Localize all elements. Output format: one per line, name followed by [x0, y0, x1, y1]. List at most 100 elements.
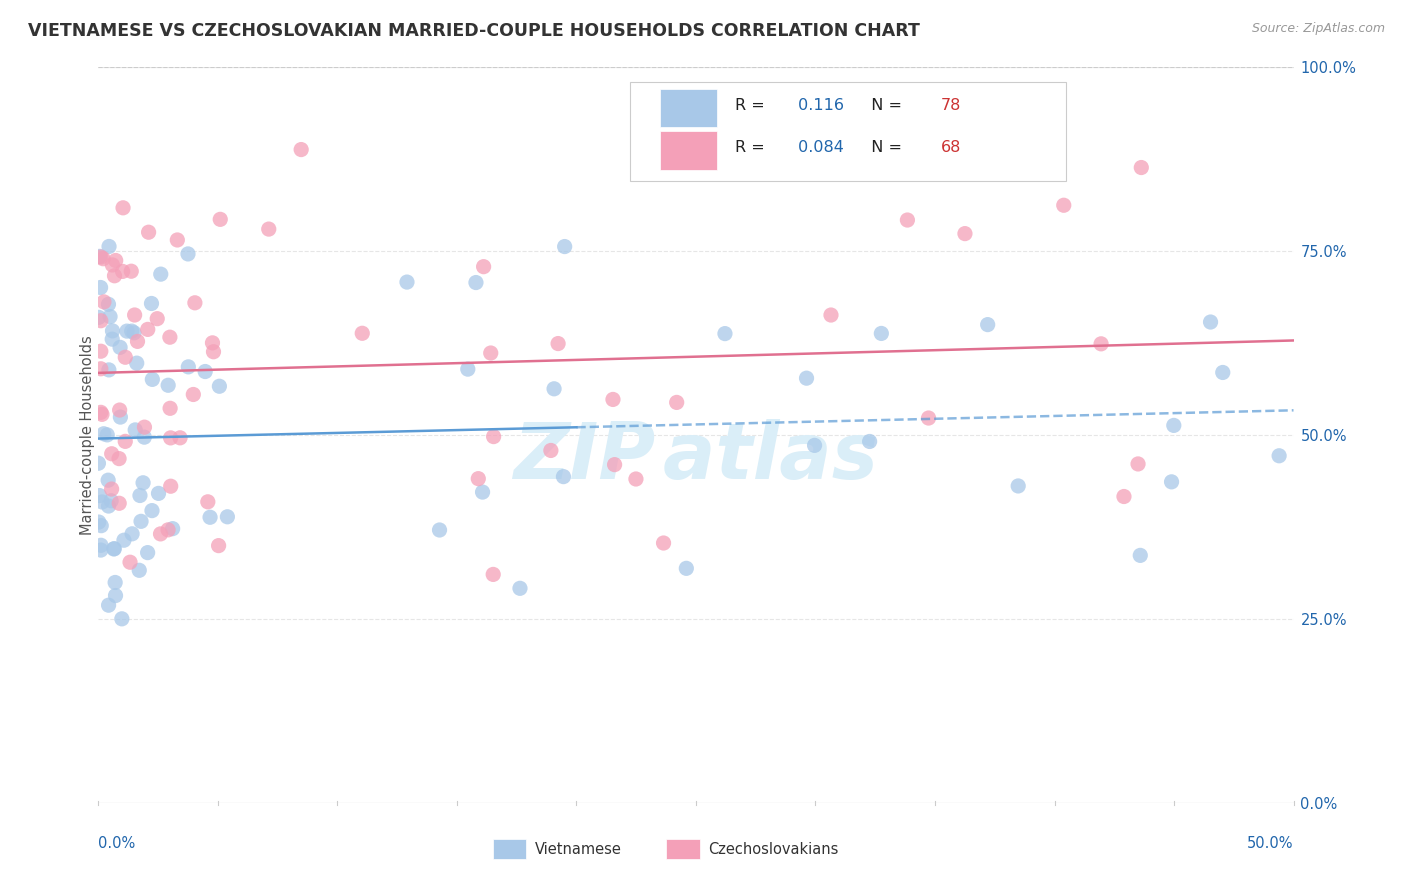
Point [509, 582, 531, 596]
Point [290, 143, 312, 157]
Point [101, 324, 124, 338]
Point [93, 294, 115, 309]
Point [1212, 366, 1234, 380]
Point [103, 541, 125, 556]
Point [97, 598, 120, 612]
Point [201, 335, 224, 350]
Point [177, 247, 200, 261]
Point [159, 479, 181, 493]
Point [87, 310, 110, 325]
Point [90, 518, 112, 533]
Point [91, 408, 114, 422]
Point [1112, 490, 1135, 504]
Point [149, 527, 172, 541]
Point [1199, 315, 1222, 329]
Point [96, 428, 118, 442]
Point [90, 405, 112, 419]
Bar [661, 89, 717, 128]
Point [796, 371, 818, 385]
Text: 0.0%: 0.0% [98, 836, 135, 851]
Point [134, 420, 156, 434]
Point [1160, 475, 1182, 489]
Point [129, 514, 152, 528]
Point [132, 475, 155, 490]
Point [111, 264, 134, 278]
Text: N =: N = [860, 140, 907, 155]
Point [482, 429, 505, 443]
Point [465, 276, 488, 290]
Point [121, 526, 143, 541]
Point [457, 362, 479, 376]
Point [100, 482, 122, 496]
Point [128, 563, 150, 577]
Point [90, 250, 112, 264]
Y-axis label: Married-couple Households: Married-couple Households [80, 335, 94, 534]
Point [953, 227, 976, 241]
Point [136, 322, 159, 336]
Point [120, 264, 142, 278]
Point [675, 561, 697, 575]
Bar [661, 131, 717, 169]
Point [917, 411, 939, 425]
Point [207, 539, 229, 553]
Point [652, 536, 675, 550]
Point [136, 546, 159, 560]
Point [101, 332, 124, 346]
Text: Vietnamese: Vietnamese [534, 842, 621, 856]
Point [91, 495, 114, 509]
Point [543, 382, 565, 396]
Text: 0.116: 0.116 [793, 98, 844, 112]
Text: Czechoslovakians: Czechoslovakians [709, 842, 838, 856]
Point [108, 496, 131, 510]
Text: 0.084: 0.084 [793, 140, 844, 155]
Point [917, 166, 939, 180]
Point [1090, 336, 1112, 351]
Point [91, 252, 114, 266]
Point [603, 458, 626, 472]
Point [166, 233, 188, 247]
Point [181, 387, 204, 401]
Point [352, 326, 374, 341]
Point [90, 280, 112, 294]
Point [395, 275, 418, 289]
Point [547, 336, 569, 351]
Point [803, 438, 825, 452]
FancyBboxPatch shape [630, 81, 1067, 181]
Point [124, 423, 146, 437]
Point [162, 522, 184, 536]
Point [98, 310, 121, 324]
Point [1268, 449, 1291, 463]
Point [103, 268, 125, 283]
Bar [494, 838, 526, 860]
Bar [666, 838, 700, 860]
Point [90, 543, 112, 558]
Text: 50.0%: 50.0% [1247, 836, 1294, 851]
Point [429, 523, 451, 537]
Point [177, 359, 200, 374]
Point [97, 473, 120, 487]
Point [100, 493, 122, 508]
Point [472, 260, 495, 274]
Point [217, 509, 239, 524]
Point [159, 431, 181, 445]
Point [97, 297, 120, 311]
Text: 78: 78 [941, 98, 962, 112]
Point [101, 258, 124, 272]
Point [1130, 161, 1153, 175]
Point [540, 443, 562, 458]
Point [208, 379, 231, 393]
Point [202, 344, 225, 359]
Text: N =: N = [860, 98, 907, 112]
Point [90, 361, 112, 376]
Point [1126, 457, 1149, 471]
Text: VIETNAMESE VS CZECHOSLOVAKIAN MARRIED-COUPLE HOUSEHOLDS CORRELATION CHART: VIETNAMESE VS CZECHOSLOVAKIAN MARRIED-CO… [28, 22, 920, 40]
Point [89, 249, 111, 263]
Point [125, 356, 148, 370]
Point [169, 431, 191, 445]
Point [1053, 198, 1076, 212]
Point [104, 253, 127, 268]
Point [148, 486, 170, 500]
Point [896, 213, 918, 227]
Point [141, 296, 163, 310]
Point [820, 308, 842, 322]
